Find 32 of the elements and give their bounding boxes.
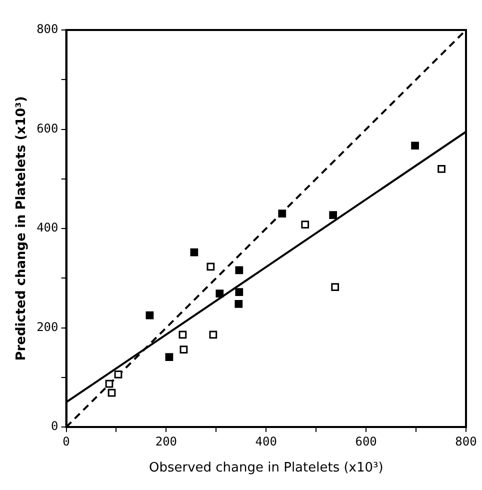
point	[234, 300, 243, 308]
y-tick-label: 400	[36, 220, 58, 235]
point	[165, 353, 174, 361]
x-tick-label: 0	[62, 434, 70, 448]
point	[331, 283, 340, 291]
point	[209, 330, 218, 339]
x-axis-title: Observed change in Platelets (x10³)	[148, 460, 384, 476]
point	[180, 346, 188, 354]
point	[114, 370, 122, 378]
point	[301, 220, 310, 228]
point	[278, 210, 286, 218]
x-tick-label: 600	[355, 434, 377, 448]
point	[178, 330, 187, 339]
point	[108, 388, 116, 397]
point	[235, 288, 244, 296]
point	[411, 142, 419, 150]
x-tick-label: 400	[255, 434, 277, 448]
y-tick-label: 200	[36, 320, 58, 334]
point	[235, 266, 244, 274]
y-axis-title: Predicted change in Platelets (x10³)	[14, 96, 30, 361]
point	[216, 290, 224, 298]
y-tick-label: 0	[51, 419, 58, 434]
point	[206, 262, 215, 271]
x-tick-label: 200	[155, 434, 178, 448]
point	[190, 248, 198, 256]
point	[438, 165, 446, 173]
point	[105, 380, 114, 388]
y-tick-label: 800	[36, 22, 58, 36]
y-tick-label: 600	[36, 121, 58, 136]
x-tick-label: 800	[455, 434, 477, 448]
point	[146, 311, 154, 320]
point	[329, 211, 338, 220]
